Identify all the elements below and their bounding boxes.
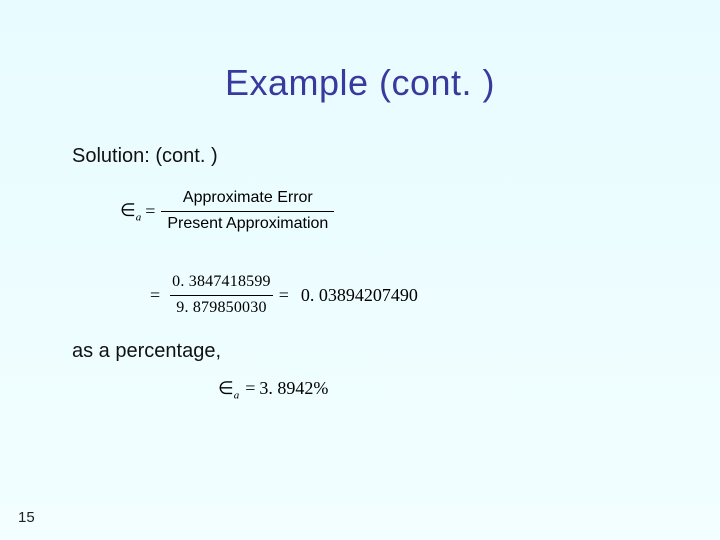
- page-number: 15: [18, 509, 35, 526]
- fraction-numerator: Approximate Error: [177, 188, 319, 211]
- numeric-denominator: 9. 879850030: [170, 295, 272, 319]
- equals-sign-right: =: [279, 285, 289, 306]
- epsilon-char-2: ∈: [218, 378, 234, 398]
- slide-title: Example (cont. ): [0, 62, 720, 104]
- formula-definition: ∈a = Approximate Error Present Approxima…: [120, 188, 334, 235]
- epsilon-subscript: a: [136, 211, 142, 223]
- equals-sign: =: [145, 201, 155, 222]
- epsilon-symbol-2: ∈a: [218, 378, 239, 402]
- fraction-denominator: Present Approximation: [161, 211, 334, 235]
- numeric-fraction: 0. 3847418599 9. 879850030: [166, 272, 277, 319]
- percentage-value: 3. 8942%: [259, 378, 328, 399]
- formula-numeric: = 0. 3847418599 9. 879850030 = 0. 038942…: [148, 272, 418, 319]
- epsilon-symbol: ∈a: [120, 200, 141, 224]
- formula-percentage: ∈a = 3. 8942%: [218, 378, 328, 402]
- equals-sign-3: =: [245, 378, 255, 399]
- epsilon-subscript-2: a: [234, 390, 240, 402]
- definition-fraction: Approximate Error Present Approximation: [161, 188, 334, 235]
- equals-sign-left: =: [150, 285, 160, 306]
- numeric-numerator: 0. 3847418599: [166, 272, 277, 295]
- percentage-label: as a percentage,: [72, 340, 221, 363]
- epsilon-char: ∈: [120, 200, 136, 220]
- numeric-result: 0. 03894207490: [301, 285, 418, 306]
- solution-label: Solution: (cont. ): [72, 145, 218, 168]
